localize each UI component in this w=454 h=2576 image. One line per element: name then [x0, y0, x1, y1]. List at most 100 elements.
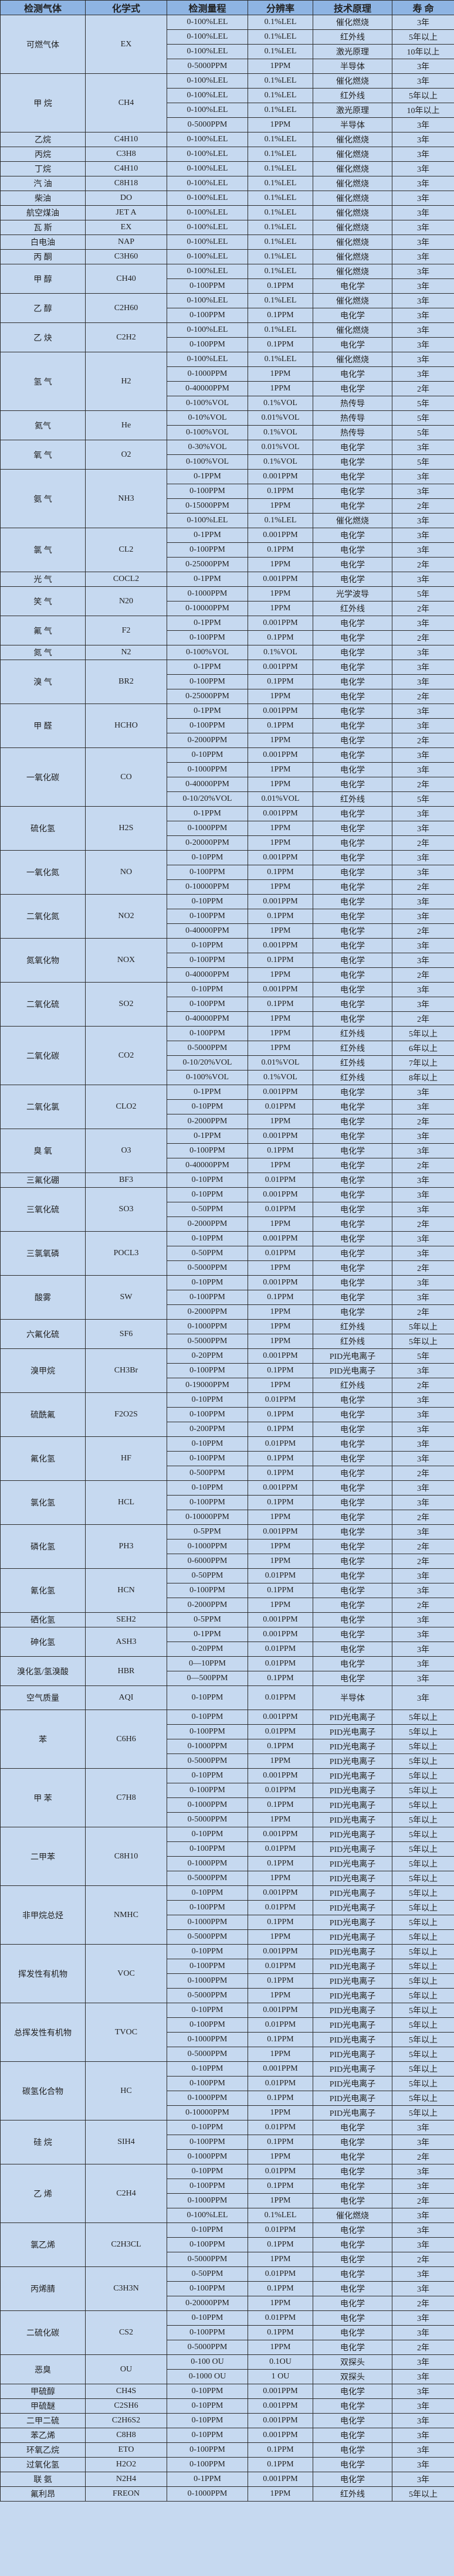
table-row: 硅 烷 SIH4 0-10PPM 0.01PPM 电化学 3年: [0, 2120, 454, 2164]
resolution-cell: 1PPM: [248, 2047, 313, 2062]
resolution-cell: 0.1PPM: [248, 909, 313, 924]
table-row: 氮 气 N2 0-100%VOL 0.1%VOL 电化学 3年: [0, 645, 454, 660]
range-cell: 0-100%LEL: [167, 322, 248, 338]
principle-cell: PID光电离子: [313, 1988, 392, 2003]
range-cell: 0-100%LEL: [167, 88, 248, 103]
formula-cell: C7H8: [85, 1768, 167, 1827]
range-cell: 0-20PPM: [167, 1642, 248, 1657]
resolution-cell: 0.1%LEL: [248, 249, 313, 264]
lifespan-cell: 6年以上: [392, 1041, 454, 1056]
lifespan-cell: 3年: [392, 469, 454, 484]
gas-name-cell: 挥发性有机物: [0, 1944, 86, 2003]
range-cell: 0-100%LEL: [167, 29, 248, 45]
range-cell: 0-20PPM: [167, 1348, 248, 1364]
resolution-cell: 1PPM: [248, 2340, 313, 2355]
table-row: 0-10/20%VOL 0.01%VOL 红外线 7年以上: [1, 1055, 454, 1070]
range-cell: 0-5PPM: [167, 1612, 248, 1627]
lifespan-cell: 3年: [392, 2428, 454, 2443]
table-row: 0-50PPM 0.01PPM 电化学 3年: [1, 1202, 454, 1217]
resolution-cell: 0.001PPM: [248, 1710, 313, 1725]
table-row: 0-2000PPM 1PPM 电化学 2年: [1, 733, 454, 748]
table-row: 甲 醇 CH40 0-100%LEL 0.1%LEL 催化燃烧 3年: [0, 264, 454, 294]
range-cell: 0-5000PPM: [167, 1812, 248, 1827]
table-row: 航空煤油 JET A 0-100%LEL 0.1%LEL 催化燃烧 3年: [0, 205, 454, 220]
table-row: 乙 醇 C2H60 0-100%LEL 0.1%LEL 催化燃烧 3年: [0, 293, 454, 323]
principle-cell: 电化学: [313, 1642, 392, 1657]
table-row: 二氧化硫 SO2 0-10PPM 0.001PPM 电化学 3年: [0, 982, 454, 1027]
range-cell: 0-100PPM: [167, 1451, 248, 1466]
principle-cell: PID光电离子: [313, 2003, 392, 2018]
table-row: 0-100PPM 0.1PPM 电化学 3年: [1, 909, 454, 924]
table-row: 0-100PPM 0.1PPM 电化学 3年: [1, 674, 454, 689]
lifespan-cell: 5年以上: [392, 1319, 454, 1334]
range-cell: 0-100 OU: [167, 2354, 248, 2370]
formula-cell: CLO2: [85, 1085, 167, 1129]
table-row: 苯 C6H6 0-10PPM 0.001PPM PID光电离子 5年以上: [0, 1710, 454, 1769]
table-row: 0-1000PPM 1PPM 电化学 3年: [1, 366, 454, 382]
principle-cell: 电化学: [313, 1466, 392, 1481]
table-row: 丁烷 C4H10 0-100%LEL 0.1%LEL 催化燃烧 3年: [0, 161, 454, 176]
resolution-cell: 0.1PPM: [248, 1451, 313, 1466]
range-cell: 0-100%LEL: [167, 176, 248, 191]
range-cell: 0-100PPM: [167, 484, 248, 499]
lifespan-cell: 8年以上: [392, 1070, 454, 1085]
principle-cell: 电化学: [313, 2120, 392, 2135]
gas-name-cell: 硒化氢: [0, 1612, 86, 1627]
lifespan-cell: 3年: [392, 616, 454, 631]
table-row: 溴甲烷 CH3Br 0-20PPM 0.001PPM PID光电离子 5年: [0, 1348, 454, 1393]
formula-cell: HCHO: [85, 704, 167, 748]
resolution-cell: 0.001PPM: [248, 2472, 313, 2487]
lifespan-cell: 3年: [392, 366, 454, 382]
formula-cell: TVOC: [85, 2003, 167, 2062]
range-cell: 0-100PPM: [167, 2179, 248, 2194]
table-row: 光 气 COCL2 0-1PPM 0.001PPM 电化学 3年: [0, 572, 454, 587]
range-cell: 0-1000PPM: [167, 366, 248, 382]
resolution-cell: 1PPM: [248, 835, 313, 851]
resolution-cell: 0.1%LEL: [248, 513, 313, 528]
formula-cell: CH3Br: [85, 1348, 167, 1393]
range-cell: 0-10PPM: [167, 2164, 248, 2179]
range-cell: 0-1000PPM: [167, 762, 248, 777]
principle-cell: 电化学: [313, 806, 392, 821]
range-cell: 0-100PPM: [167, 953, 248, 968]
resolution-cell: 0.01PPM: [248, 1436, 313, 1452]
range-cell: 0-1PPM: [167, 660, 248, 675]
resolution-cell: 0.1%VOL: [248, 425, 313, 440]
table-row: 联 氨 N2H4 0-1PPM 0.001PPM 电化学 3年: [0, 2472, 454, 2487]
principle-cell: 电化学: [313, 454, 392, 470]
resolution-cell: 1PPM: [248, 1114, 313, 1129]
range-cell: 0-1000PPM: [167, 2032, 248, 2047]
resolution-cell: 0.001PPM: [248, 1275, 313, 1290]
principle-cell: 电化学: [313, 1539, 392, 1554]
resolution-cell: 0.1%LEL: [248, 73, 313, 89]
gas-name-cell: 甲 苯: [0, 1768, 86, 1827]
lifespan-cell: 5年: [392, 425, 454, 440]
table-row: 氯乙烯 C2H3CL 0-10PPM 0.01PPM 电化学 3年: [0, 2222, 454, 2267]
range-cell: 0-50PPM: [167, 1568, 248, 1583]
table-row: 0-100PPM 0.1PPM 电化学 2年: [1, 630, 454, 645]
range-cell: 0-100PPM: [167, 1783, 248, 1798]
formula-cell: CL2: [85, 528, 167, 572]
principle-cell: 电化学: [313, 2135, 392, 2150]
table-row: 挥发性有机物 VOC 0-10PPM 0.001PPM PID光电离子 5年以上: [0, 1944, 454, 2003]
resolution-cell: 0.001PPM: [248, 616, 313, 631]
lifespan-cell: 2年: [392, 601, 454, 616]
range-cell: 0-5000PPM: [167, 1041, 248, 1056]
table-row: 0-100PPM 0.01PPM PID光电离子 5年以上: [1, 2076, 454, 2091]
range-cell: 0-1PPM: [167, 572, 248, 587]
table-row: 0-100%VOL 0.1%VOL 热传导 5年: [1, 396, 454, 411]
table-row: 0-5000PPM 1PPM 半导体 3年: [1, 117, 454, 132]
table-row: 汽 油 C8H18 0-100%LEL 0.1%LEL 催化燃烧 3年: [0, 176, 454, 191]
lifespan-cell: 3年: [392, 953, 454, 968]
formula-cell: PH3: [85, 1524, 167, 1569]
principle-cell: 光学波导: [313, 586, 392, 601]
resolution-cell: 1PPM: [248, 2105, 313, 2120]
principle-cell: 电化学: [313, 674, 392, 689]
lifespan-cell: 3年: [392, 191, 454, 206]
resolution-cell: 0.1PPM: [248, 1915, 313, 1930]
gas-name-cell: 空气质量: [0, 1685, 86, 1710]
range-cell: 0-100%VOL: [167, 454, 248, 470]
gas-name-cell: 光 气: [0, 572, 86, 587]
range-cell: 0-5000PPM: [167, 1871, 248, 1886]
resolution-cell: 0.001PPM: [248, 1612, 313, 1627]
